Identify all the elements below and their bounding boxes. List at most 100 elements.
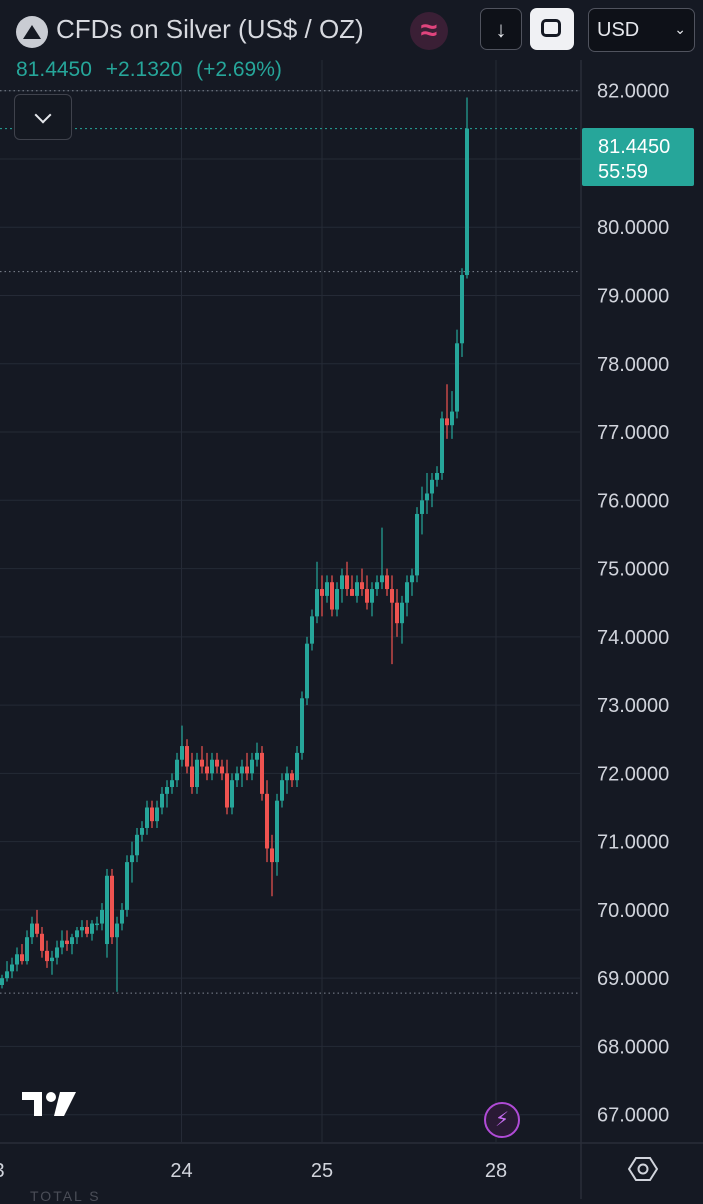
- y-tick-label: 69.0000: [597, 968, 669, 990]
- candle-body: [160, 793, 164, 808]
- fullscreen-button[interactable]: [530, 8, 574, 50]
- collapse-legend-button[interactable]: [14, 94, 72, 140]
- candle: [295, 746, 299, 788]
- candle-body: [185, 746, 189, 767]
- reference-lines: [0, 90, 580, 994]
- candle-body: [270, 848, 274, 863]
- candle-body: [290, 773, 294, 781]
- candle: [245, 752, 249, 781]
- symbol-logo-icon: [16, 16, 48, 48]
- candle: [205, 752, 209, 781]
- y-tick-label: 78.0000: [597, 354, 669, 376]
- candle-body: [200, 759, 204, 767]
- candle-body: [360, 582, 364, 590]
- candle-body: [20, 954, 24, 962]
- candle: [120, 903, 124, 931]
- current-price-value: 81.4450: [598, 136, 670, 158]
- lightning-bolt-icon[interactable]: ⚡︎: [484, 1102, 520, 1138]
- current-price-label: 81.4450 55:59: [582, 128, 694, 186]
- candle: [400, 595, 404, 644]
- candle: [330, 575, 334, 617]
- candle: [210, 752, 214, 781]
- candle-body: [35, 923, 39, 934]
- candle: [200, 746, 204, 774]
- price-axis[interactable]: 67.0000 68.0000 69.0000 70.0000 71.0000 72.00…: [597, 81, 669, 1127]
- symbol-title[interactable]: CFDs on Silver (US$ / OZ): [56, 14, 364, 44]
- candle: [345, 561, 349, 596]
- candle: [105, 868, 109, 958]
- y-tick-label: 72.0000: [597, 763, 669, 785]
- candle-body: [140, 827, 144, 835]
- candle-body: [330, 582, 334, 610]
- candle: [0, 974, 4, 989]
- y-tick-label: 73.0000: [597, 695, 669, 717]
- candle-body: [415, 513, 419, 576]
- candle-body: [255, 752, 259, 760]
- candle: [460, 268, 464, 357]
- candle: [350, 575, 354, 596]
- candle: [405, 575, 409, 617]
- y-tick-label: 75.0000: [597, 559, 669, 581]
- chart-grid: [0, 60, 580, 1142]
- candle-body: [25, 937, 29, 962]
- candle-body: [460, 275, 464, 344]
- candle-body: [435, 473, 439, 480]
- candle-body: [155, 807, 159, 822]
- partial-label: TOTAL S: [30, 1188, 101, 1204]
- y-tick-label: 67.0000: [597, 1105, 669, 1127]
- candle-body: [80, 926, 84, 931]
- candle: [360, 568, 364, 596]
- candle: [115, 916, 119, 992]
- candle-body: [10, 964, 14, 972]
- candle: [45, 940, 49, 968]
- candle-body: [300, 698, 304, 753]
- candle: [365, 575, 369, 610]
- candle-body: [370, 589, 374, 603]
- candle: [165, 780, 169, 808]
- price-change-percent: (+2.69%): [196, 58, 282, 81]
- candle: [395, 589, 399, 637]
- candle: [265, 780, 269, 863]
- candle-body: [325, 582, 329, 596]
- candle: [110, 868, 114, 945]
- candle: [380, 527, 384, 590]
- currency-select[interactable]: USD ⌄: [588, 8, 695, 52]
- candle: [355, 575, 359, 603]
- candle-body: [320, 589, 324, 596]
- candle-body: [390, 589, 394, 603]
- candle-body: [55, 947, 59, 958]
- candle-body: [225, 773, 229, 808]
- candle: [215, 752, 219, 774]
- candle-body: [30, 923, 34, 938]
- wave-icon[interactable]: ≈: [410, 12, 448, 50]
- candle-body: [305, 643, 309, 699]
- candle: [155, 800, 159, 828]
- candle: [275, 793, 279, 876]
- time-axis[interactable]: 23 24 25 28: [0, 1160, 507, 1182]
- candle-body: [395, 602, 399, 624]
- candle: [140, 821, 144, 842]
- candle: [390, 575, 394, 665]
- candle: [340, 568, 344, 603]
- candle-body: [215, 759, 219, 767]
- candle: [80, 920, 84, 938]
- candle: [195, 752, 199, 794]
- candle-body: [60, 940, 64, 948]
- candle-body: [195, 759, 199, 788]
- candle-body: [285, 773, 289, 781]
- candle: [190, 752, 194, 794]
- price-summary: 81.4450 +2.1320 (+2.69%): [16, 58, 290, 82]
- download-button[interactable]: ↓: [480, 8, 522, 50]
- candle: [65, 930, 69, 951]
- gear-icon[interactable]: [628, 1154, 658, 1184]
- currency-value: USD: [597, 19, 640, 41]
- x-tick-label: 23: [0, 1160, 5, 1182]
- candle: [270, 834, 274, 897]
- candle: [145, 800, 149, 835]
- candle-body: [335, 589, 339, 610]
- candle-body: [440, 418, 444, 474]
- candle-body: [220, 766, 224, 774]
- candle: [425, 473, 429, 514]
- candle: [415, 507, 419, 583]
